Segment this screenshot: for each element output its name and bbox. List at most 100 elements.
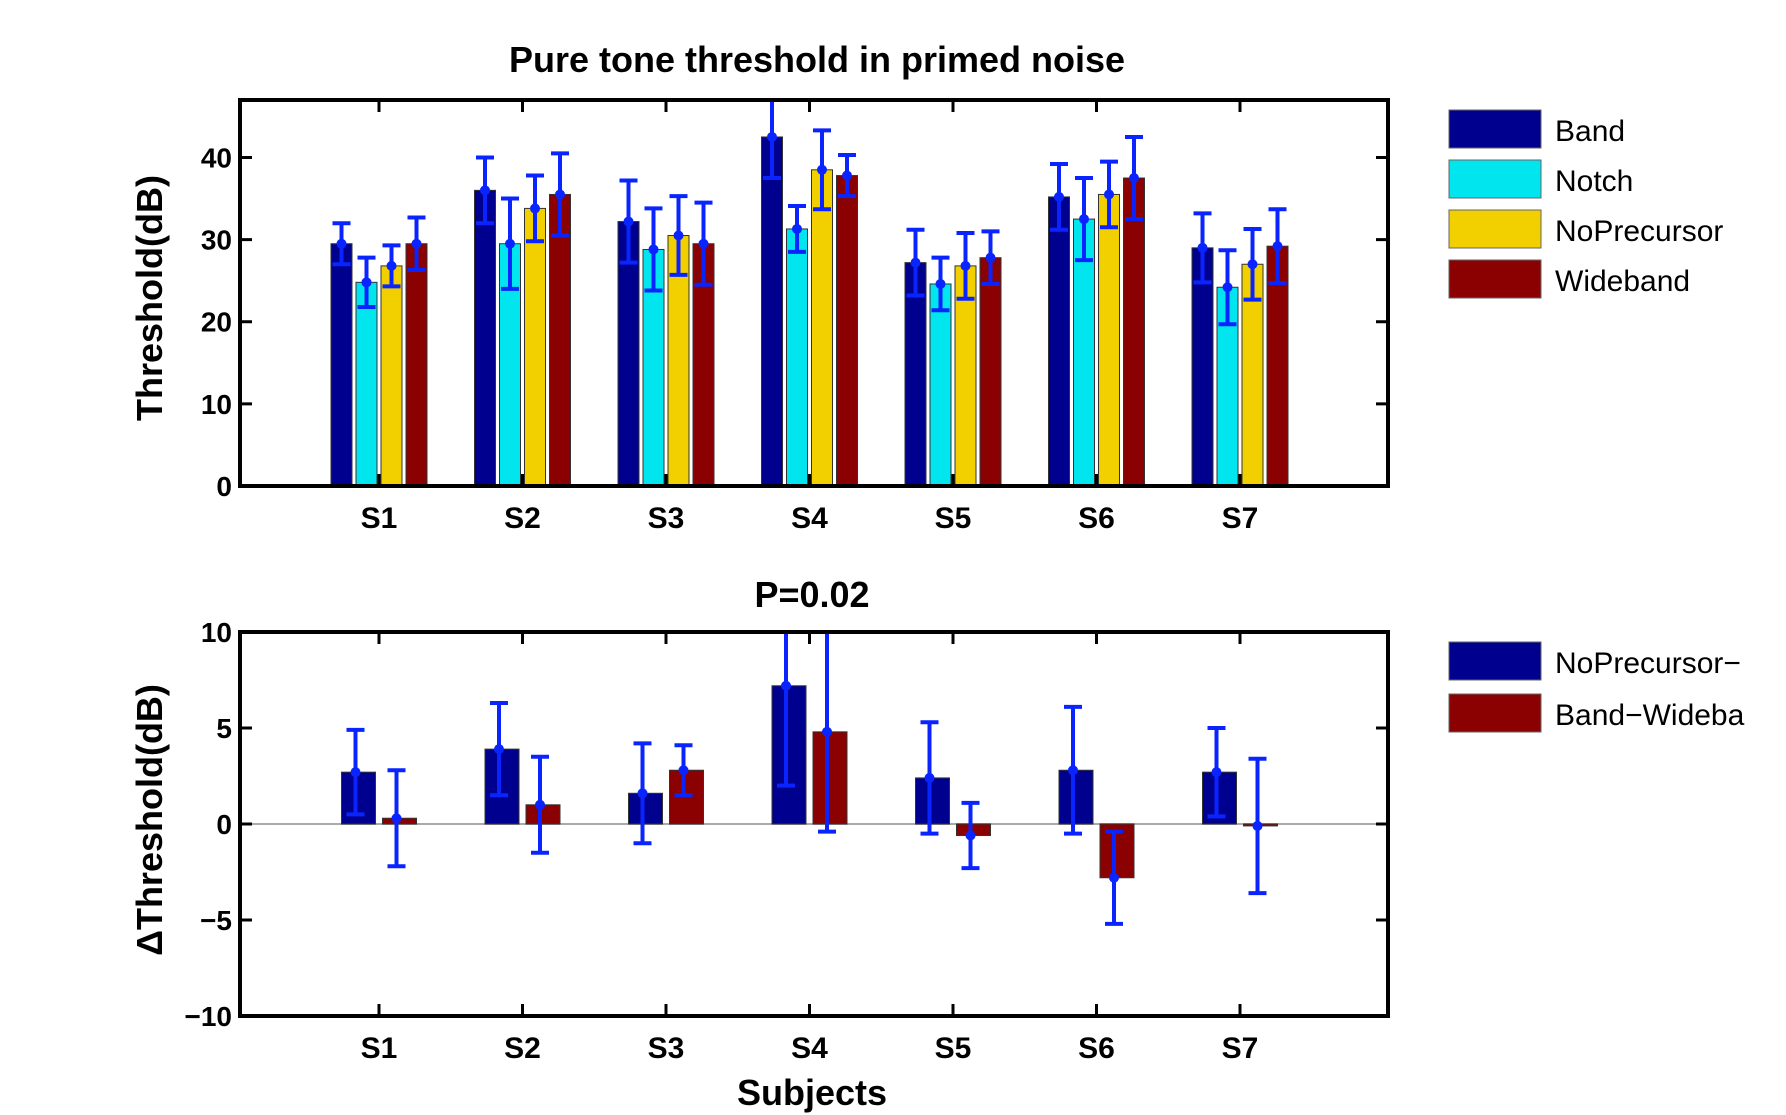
y-tick-label: 10 (201, 389, 232, 420)
y-axis-label: ΔThreshold(dB) (129, 684, 170, 956)
y-tick-label: −10 (185, 1001, 233, 1032)
error-bar (633, 741, 652, 846)
error-bar (906, 227, 925, 298)
error-bar-marker (1068, 765, 1078, 776)
bar (1048, 196, 1070, 487)
error-bar-marker (1252, 820, 1263, 831)
bar (1058, 769, 1094, 825)
legend-swatch (1448, 109, 1542, 149)
error-bar (346, 727, 365, 817)
bar (474, 189, 496, 487)
bar (915, 777, 950, 825)
error-bar-marker (361, 277, 372, 288)
error-bar (1075, 176, 1093, 263)
bar (929, 283, 952, 487)
error-bar (1125, 134, 1143, 222)
error-bar (526, 173, 544, 244)
error-bar-marker (842, 170, 852, 181)
bar (786, 228, 808, 487)
error-bar-marker (386, 260, 397, 271)
error-bar (961, 800, 980, 871)
x-tick-label: S7 (1222, 502, 1259, 535)
legend-label: Band (1555, 115, 1625, 148)
error-bar-marker (1222, 282, 1233, 293)
error-bar-marker (555, 189, 565, 200)
bar (524, 207, 546, 487)
error-bar (476, 155, 494, 226)
error-bar (1064, 704, 1082, 836)
x-tick-label: S6 (1078, 502, 1115, 535)
plot-area: 0 10 20 30 40 S1 S2 S3 S4 S5 S6 S7 (201, 98, 1390, 535)
x-tick-label: S6 (1078, 1032, 1115, 1065)
bar (484, 748, 520, 825)
legend: Band Notch NoPrecursor Wideband (1448, 109, 1723, 299)
x-tick-label: S4 (791, 502, 828, 535)
error-bar (551, 151, 569, 238)
error-bar (490, 701, 508, 798)
bar (812, 731, 848, 825)
y-tick-label: 10 (201, 617, 232, 648)
x-tick-label: S2 (504, 1032, 541, 1065)
x-tick-label: S7 (1222, 1032, 1259, 1065)
error-bar-marker (648, 244, 659, 255)
error-bar (387, 768, 406, 869)
legend-swatch (1448, 259, 1542, 299)
y-tick-label: −5 (200, 905, 232, 936)
error-bar-marker (822, 726, 832, 737)
error-bar-marker (910, 257, 921, 268)
x-tick-label: S1 (361, 502, 398, 535)
error-bar-marker (350, 767, 361, 778)
error-bar-marker (391, 813, 402, 824)
axes-frame (238, 98, 1390, 488)
error-bar (813, 128, 831, 212)
y-tick-label: 5 (216, 713, 232, 744)
error-bar-marker (698, 238, 709, 249)
error-bar-marker (792, 223, 802, 234)
chart-title: P=0.02 (754, 574, 869, 615)
error-bar-marker (1129, 173, 1139, 184)
error-bar-marker (1247, 259, 1258, 270)
legend-label: Notch (1555, 165, 1633, 198)
legend-swatch (1448, 209, 1542, 249)
error-bar-marker (336, 238, 347, 249)
legend-swatch (1448, 641, 1542, 681)
error-bar (501, 196, 519, 291)
error-bar-marker (530, 203, 540, 214)
legend-swatch (1448, 159, 1542, 199)
error-bar (1218, 248, 1237, 327)
x-tick-label: S1 (361, 1032, 398, 1065)
bar (1098, 193, 1120, 487)
legend-label: Wideband (1555, 265, 1690, 298)
error-bar (332, 221, 351, 267)
legend-label: NoPrecursor (1555, 215, 1723, 248)
y-tick-label: 0 (216, 809, 232, 840)
error-bar (1050, 162, 1068, 232)
error-bar (674, 743, 693, 798)
plot-area: −10 −5 0 5 10 S1 S2 S3 S4 S5 S6 S7 (185, 617, 1390, 1065)
y-tick-label: 20 (201, 307, 232, 338)
error-bar-marker (480, 185, 490, 196)
error-bar-marker (985, 252, 996, 263)
x-tick-label: S4 (791, 1032, 828, 1065)
error-bar-marker (924, 772, 935, 783)
bar (380, 265, 403, 487)
error-bar (1243, 226, 1262, 302)
y-axis-label: Threshold(dB) (129, 175, 170, 421)
y-tick-label: 0 (216, 471, 232, 502)
error-bar (382, 243, 401, 289)
chart-delta-threshold: P=0.02 ΔThreshold(dB) Subjects −10 −5 0 5 10… (129, 574, 1745, 1113)
error-bar-marker (411, 238, 422, 249)
error-bar (694, 200, 713, 287)
error-bar-marker (960, 260, 971, 271)
error-bar-marker (673, 230, 684, 241)
legend-label: NoPrecursor− (1555, 647, 1741, 680)
bar (628, 792, 663, 825)
error-bar (357, 255, 376, 309)
legend: NoPrecursor− Band−Wideba (1448, 641, 1745, 733)
bar (761, 136, 783, 487)
bar (405, 243, 428, 487)
error-bar-marker (637, 788, 648, 799)
error-bar-marker (1079, 214, 1089, 225)
error-bar-marker (1054, 191, 1064, 202)
